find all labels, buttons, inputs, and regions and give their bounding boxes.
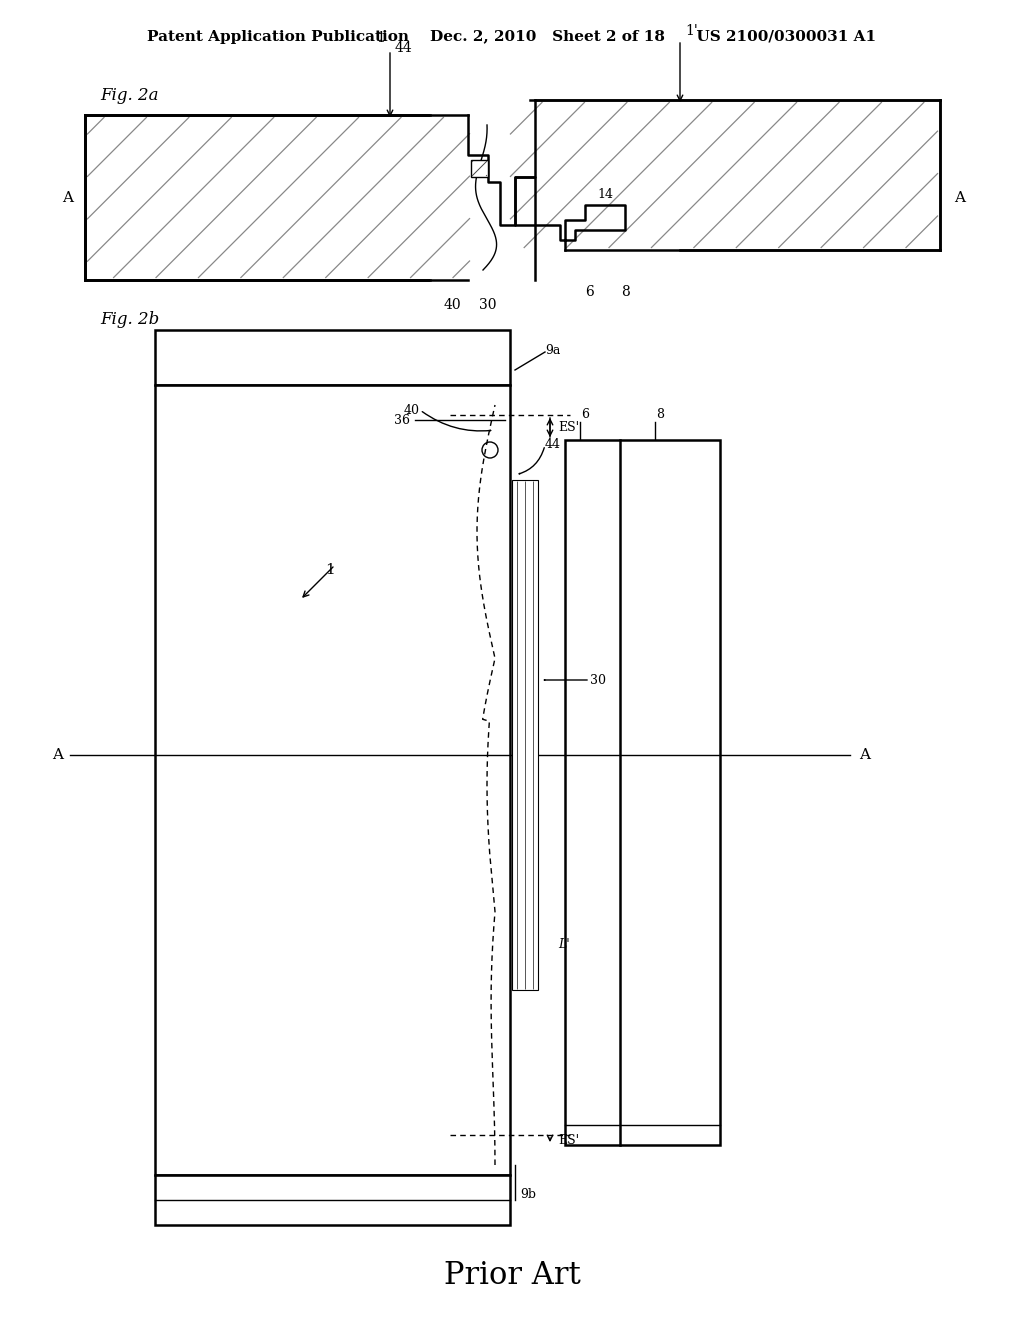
Text: L': L' — [558, 939, 569, 952]
Text: 36: 36 — [394, 413, 410, 426]
Text: 1: 1 — [376, 30, 385, 45]
Bar — [530, 100, 940, 249]
Text: ES': ES' — [558, 1134, 580, 1147]
Text: 1: 1 — [326, 564, 335, 577]
Bar — [85, 115, 530, 280]
Text: 44: 44 — [545, 438, 561, 451]
Text: 44: 44 — [395, 41, 413, 55]
Text: A: A — [52, 748, 63, 762]
Text: Prior Art: Prior Art — [443, 1259, 581, 1291]
Text: 8: 8 — [656, 408, 664, 421]
Text: 8: 8 — [621, 285, 630, 300]
Bar — [430, 114, 680, 282]
Bar — [155, 1175, 510, 1225]
Text: A: A — [62, 191, 74, 205]
Bar — [471, 160, 488, 177]
Text: A: A — [954, 191, 966, 205]
Text: 40: 40 — [443, 298, 461, 312]
Text: 9a: 9a — [545, 343, 560, 356]
Bar — [155, 385, 510, 1175]
FancyArrowPatch shape — [422, 412, 490, 430]
Text: Fig. 2a: Fig. 2a — [100, 87, 159, 103]
Text: 30: 30 — [479, 298, 497, 312]
Text: 30: 30 — [590, 673, 606, 686]
Bar — [463, 98, 945, 282]
Text: 6: 6 — [586, 285, 594, 300]
Text: A: A — [859, 748, 870, 762]
Bar — [155, 330, 510, 385]
Bar — [512, 480, 538, 990]
FancyArrowPatch shape — [519, 447, 545, 474]
Text: 6: 6 — [581, 408, 589, 421]
Text: Fig. 2b: Fig. 2b — [100, 312, 160, 329]
Text: 1': 1' — [685, 24, 697, 38]
Text: ES': ES' — [558, 421, 580, 434]
Bar — [450, 115, 650, 280]
Text: Patent Application Publication    Dec. 2, 2010   Sheet 2 of 18      US 2100/0300: Patent Application Publication Dec. 2, 2… — [147, 30, 877, 44]
Bar — [565, 440, 720, 1144]
Text: 40: 40 — [404, 404, 420, 417]
Text: 9b: 9b — [520, 1188, 536, 1201]
Text: 14: 14 — [597, 189, 613, 202]
